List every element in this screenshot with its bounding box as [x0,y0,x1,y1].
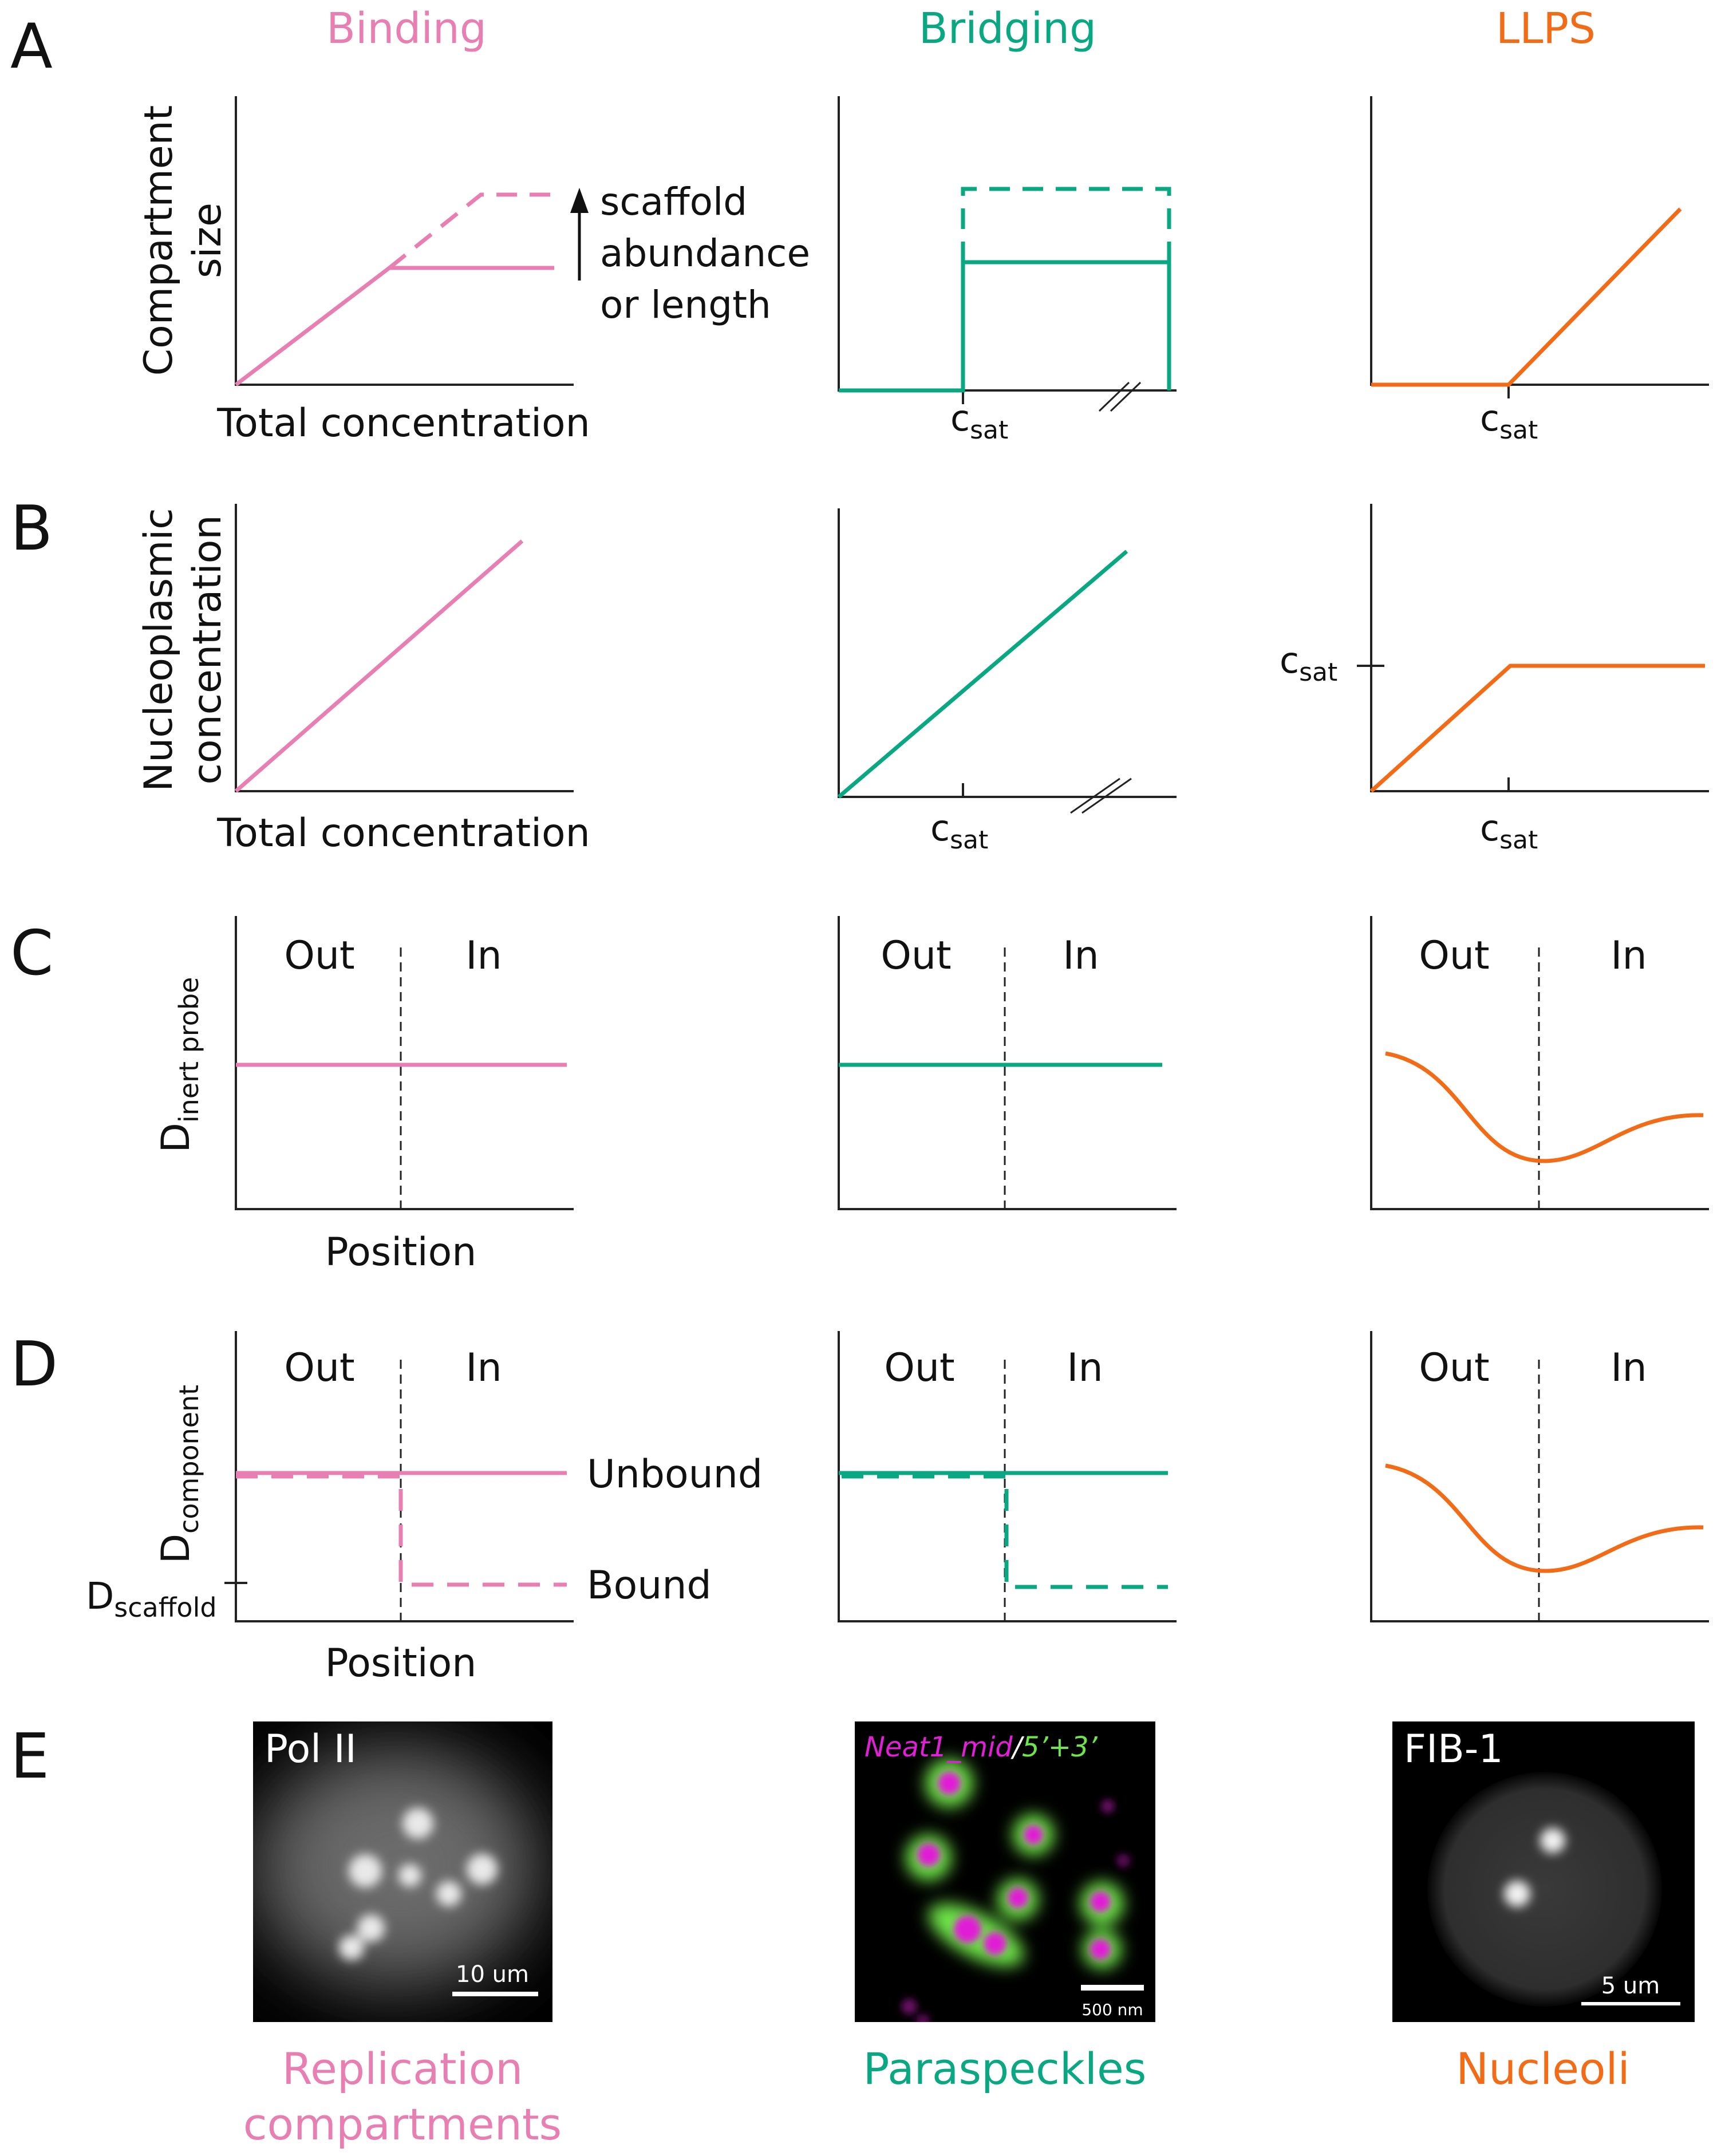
label-in: In [1610,933,1647,978]
axis-break-2 [1081,777,1132,814]
chart-a-binding: scaffold abundance or length Compartment… [136,96,810,446]
curve-bound [236,1474,567,1587]
ylabel-d-inert-probe: Dinert probe [153,977,204,1153]
axis [235,96,574,386]
column-title-binding: Binding [326,4,487,53]
axis [838,96,1177,392]
image-paraspeckles: Neat1_mid/5’+3’ 500 nm Paraspeckles [855,1721,1155,2094]
scaffold-note-line3: or length [600,283,771,327]
ylabel-compartment: Compartment [136,105,181,376]
curve-dashed-higher [388,192,554,270]
panel-c: Out In Dinert probe Position Out In Out … [153,916,1709,1275]
panel-a: scaffold abundance or length Compartment… [136,96,1709,446]
image-pol-ii: Pol II 10 um Replication compartments [243,1721,562,2150]
chart-d-bridging: Out In [838,1331,1177,1622]
csat-label: csat [930,807,988,855]
ylabel-size: size [185,203,230,278]
scale-label: 10 um [456,1961,529,1988]
axis [235,1331,574,1622]
image-label-fib-1: FIB-1 [1404,1727,1503,1772]
curve-dashed-higher [961,187,1171,262]
axis [1370,96,1709,386]
curve-threshold [1371,207,1682,387]
image-label-pol-ii: Pol II [265,1727,357,1772]
chart-c-llps: Out In [1370,916,1709,1210]
curve-linear [837,550,1128,799]
axis [1370,916,1709,1210]
axis [838,916,1177,1210]
label-in: In [1063,933,1099,978]
panel-letter-b: B [10,493,53,564]
panel-letter-d: D [10,1329,58,1400]
scaffold-note-line2: abundance [600,231,810,275]
panel-letter-e: E [10,1721,49,1792]
chart-a-llps: csat [1370,96,1709,445]
curve-bound [842,1474,1168,1589]
caption-line2: compartments [243,2099,562,2150]
ylabel-nucleoplasmic: Nucleoplasmic [136,508,181,791]
image-fib-1: FIB-1 5 um Nucleoli [1392,1721,1695,2094]
panel-e: Pol II 10 um Replication compartments [243,1721,1695,2150]
axis [235,916,574,1210]
chart-d-binding: Out In Unbound Bound Dcomponent Dscaffol… [86,1331,763,1686]
axis [838,1331,1177,1622]
image-label-paraspeckles: Neat1_mid/5’+3’ [865,1731,1098,1763]
csat-label-x: csat [1480,807,1538,855]
label-in: In [465,933,502,978]
label-out: Out [1419,1345,1489,1391]
csat-label-y: csat [1280,639,1337,687]
csat-label: csat [1480,397,1538,445]
chart-c-binding: Out In Dinert probe Position [153,916,574,1275]
csat-label: csat [950,397,1008,445]
chart-b-llps: csat csat [1280,504,1709,855]
label-bound: Bound [587,1563,712,1608]
label-in: In [1610,1345,1647,1391]
curve-saturating [234,266,554,386]
curve-dip [1385,1051,1704,1163]
caption-line1: Replication [282,2043,523,2094]
scaffold-note-line1: scaffold [600,180,747,224]
column-title-llps: LLPS [1496,4,1596,53]
arrow-up-icon [570,188,589,213]
curve-plateau [1369,664,1705,793]
axis [1370,1331,1709,1622]
chart-d-llps: Out In [1370,1331,1709,1622]
label-in: In [1067,1345,1103,1391]
chart-a-bridging: csat [838,96,1177,445]
caption: Nucleoli [1456,2043,1629,2094]
label-out: Out [284,1345,354,1391]
xlabel-total-concentration: Total concentration [216,401,590,446]
xlabel-total-concentration: Total concentration [216,811,590,856]
label-in: In [465,1345,502,1391]
label-out: Out [284,933,354,978]
chart-b-binding: Nucleoplasmic concentration Total concen… [136,504,590,856]
chart-b-bridging: csat [837,508,1177,855]
panel-d: Out In Unbound Bound Dcomponent Dscaffol… [86,1331,1709,1686]
label-out: Out [884,1345,954,1391]
caption: Paraspeckles [863,2043,1147,2094]
panel-letter-c: C [10,918,53,989]
panel-b: Nucleoplasmic concentration Total concen… [136,504,1709,856]
xlabel-position: Position [325,1230,477,1275]
label-out: Out [881,933,951,978]
column-title-bridging: Bridging [919,4,1096,53]
xlabel-position: Position [325,1641,477,1686]
label-out: Out [1419,933,1489,978]
scale-label: 5 um [1601,1973,1660,1999]
label-unbound: Unbound [587,1452,763,1497]
label-d-scaffold: Dscaffold [86,1575,217,1623]
panel-letter-a: A [10,11,53,82]
scale-label: 500 nm [1081,2000,1143,2019]
ylabel-d-component: Dcomponent [153,1385,204,1564]
curve-linear [234,539,524,793]
axis-break-1 [1070,777,1120,814]
ylabel-concentration: concentration [185,515,230,785]
axis-break-2 [1110,381,1142,412]
curve-dip [1385,1463,1704,1573]
axis-break-1 [1098,381,1130,412]
chart-c-bridging: Out In [838,916,1177,1210]
curve-step [839,260,1171,393]
